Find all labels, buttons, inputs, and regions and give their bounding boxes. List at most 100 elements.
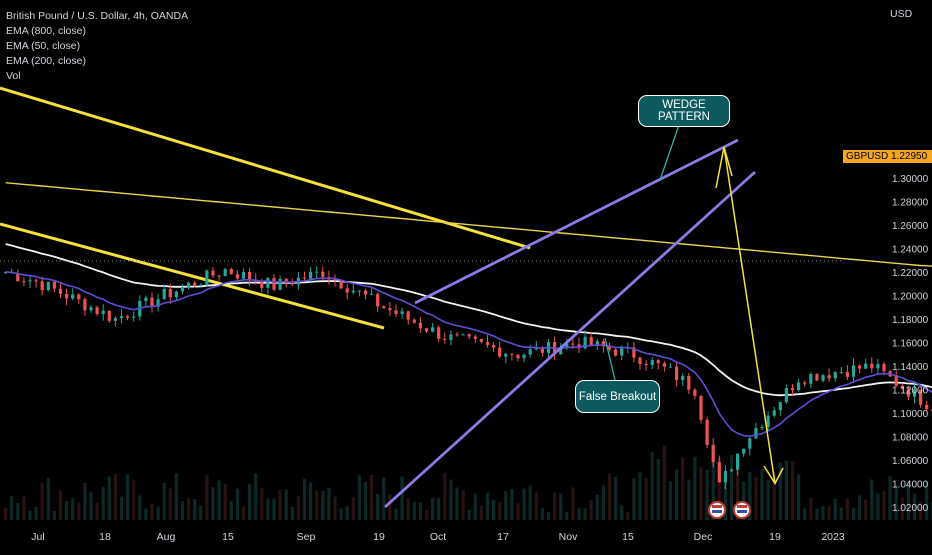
candle-body <box>126 316 130 318</box>
y-tick-label: 1.04000 <box>892 480 929 491</box>
candle <box>46 281 50 292</box>
candle-body <box>522 354 526 359</box>
candle <box>882 361 886 375</box>
candle-body <box>388 308 392 311</box>
candle-body <box>351 290 355 293</box>
y-tick-label: 1.30000 <box>892 174 929 185</box>
candle <box>614 348 618 357</box>
y-tick-label: 1.06000 <box>892 456 929 467</box>
volume-bar <box>553 492 557 520</box>
volume-bar <box>845 498 849 520</box>
candle-body <box>180 287 185 292</box>
candle <box>662 361 666 372</box>
volume-bar <box>284 489 288 520</box>
y-tick-label: 1.28000 <box>892 198 929 209</box>
candle <box>687 373 691 395</box>
candle-body <box>382 306 386 309</box>
volume-bar <box>296 496 300 520</box>
candle-body <box>406 311 410 320</box>
chart-legend: British Pound / U.S. Dollar, 4h, OANDA E… <box>6 9 188 84</box>
candle <box>77 293 81 304</box>
candle <box>851 358 856 384</box>
candle-body <box>919 389 923 405</box>
candle <box>778 401 782 416</box>
volume-bar <box>851 507 856 520</box>
volume-bar <box>784 460 788 520</box>
volume-bar <box>187 497 191 520</box>
volume-bar <box>876 493 880 520</box>
candle <box>534 340 538 351</box>
volume-bar <box>278 489 282 520</box>
y-tick-label: 1.10000 <box>892 409 929 420</box>
volume-bar <box>705 470 709 520</box>
volume-bar <box>193 499 197 520</box>
candle-body <box>363 290 368 295</box>
candle-body <box>144 297 148 302</box>
volume-bar <box>687 479 691 520</box>
volume-bar <box>748 472 752 520</box>
candle-body <box>607 346 612 350</box>
candle-body <box>614 349 618 356</box>
volume-bar <box>113 474 117 520</box>
candle-body <box>162 289 166 300</box>
candle <box>388 302 392 316</box>
flag-stripe <box>712 505 722 508</box>
candle-body <box>58 288 63 294</box>
candle <box>199 283 203 287</box>
volume-bar <box>138 495 142 520</box>
volume-bar <box>626 511 630 520</box>
volume-bar <box>357 475 361 520</box>
candle-body <box>620 347 624 356</box>
us-event-flag-icon <box>708 501 726 519</box>
candle-body <box>193 282 197 286</box>
volume-bar <box>650 451 654 520</box>
false-breakout-label: False Breakout <box>578 390 657 403</box>
volume-bar <box>717 458 721 520</box>
candle <box>333 274 337 287</box>
volume-bar <box>858 495 862 520</box>
volume-bar <box>723 476 727 520</box>
candle-body <box>668 366 673 368</box>
candle <box>668 362 673 368</box>
volume-bar <box>424 509 429 520</box>
volume-bar <box>16 503 20 520</box>
volume-bar <box>443 472 447 520</box>
candle-body <box>333 279 337 281</box>
volume-bar <box>742 481 746 520</box>
volume-bar <box>144 508 148 520</box>
volume-bar <box>315 490 319 520</box>
candle-body <box>302 277 307 279</box>
y-tick-label: 1.24000 <box>892 245 929 256</box>
candle-body <box>467 334 471 337</box>
volume-bar <box>156 506 160 520</box>
volume-bar <box>272 498 276 520</box>
candle <box>229 267 233 275</box>
candle-body <box>772 410 776 416</box>
candle-body <box>705 419 709 446</box>
volume-bar <box>815 508 819 520</box>
candle <box>113 315 117 327</box>
candle <box>223 267 227 277</box>
candle-body <box>455 334 459 336</box>
volume-bar <box>821 506 825 520</box>
projection-arrow-head <box>763 465 784 486</box>
volume-bar <box>516 503 520 520</box>
candle <box>589 331 593 346</box>
candle <box>95 305 99 317</box>
candle <box>803 380 807 387</box>
candle-body <box>754 428 758 439</box>
candle <box>418 317 422 333</box>
wedge-lower-line <box>384 170 756 509</box>
candle-body <box>717 462 721 483</box>
volume-bar <box>498 502 502 520</box>
candle-body <box>571 343 575 345</box>
candle <box>461 333 465 336</box>
candle-body <box>803 382 807 384</box>
candle <box>473 334 477 344</box>
candle-body <box>113 318 117 321</box>
y-tick-label: 1.18000 <box>892 315 929 326</box>
volume-bar <box>522 488 526 520</box>
candle <box>449 330 453 346</box>
